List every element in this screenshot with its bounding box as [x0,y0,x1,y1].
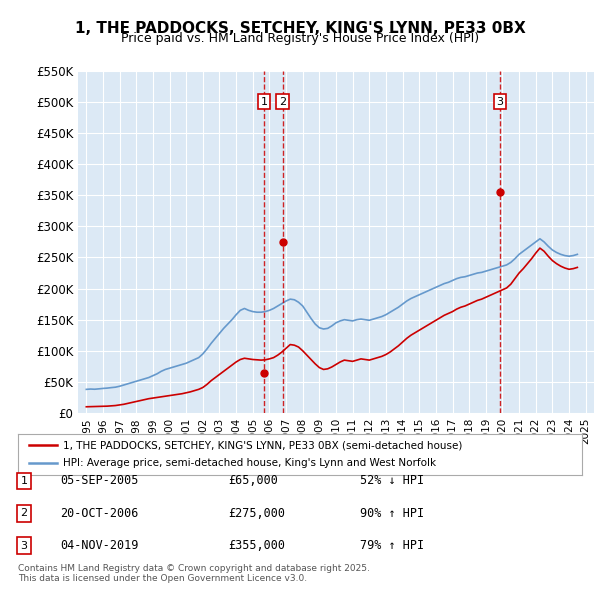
Text: 05-SEP-2005: 05-SEP-2005 [60,474,139,487]
Text: Price paid vs. HM Land Registry's House Price Index (HPI): Price paid vs. HM Land Registry's House … [121,32,479,45]
Text: £355,000: £355,000 [228,539,285,552]
Text: £275,000: £275,000 [228,507,285,520]
Text: HPI: Average price, semi-detached house, King's Lynn and West Norfolk: HPI: Average price, semi-detached house,… [63,458,436,468]
Text: 3: 3 [496,97,503,107]
Text: 79% ↑ HPI: 79% ↑ HPI [360,539,424,552]
Text: 04-NOV-2019: 04-NOV-2019 [60,539,139,552]
Text: 1, THE PADDOCKS, SETCHEY, KING'S LYNN, PE33 0BX (semi-detached house): 1, THE PADDOCKS, SETCHEY, KING'S LYNN, P… [63,440,463,450]
Text: 2: 2 [279,97,286,107]
Text: 1, THE PADDOCKS, SETCHEY, KING'S LYNN, PE33 0BX: 1, THE PADDOCKS, SETCHEY, KING'S LYNN, P… [74,21,526,35]
Text: 1: 1 [20,476,28,486]
Text: 3: 3 [20,541,28,550]
Text: 20-OCT-2006: 20-OCT-2006 [60,507,139,520]
Text: 52% ↓ HPI: 52% ↓ HPI [360,474,424,487]
Text: 90% ↑ HPI: 90% ↑ HPI [360,507,424,520]
Text: 1: 1 [260,97,268,107]
Text: 2: 2 [20,509,28,518]
Text: £65,000: £65,000 [228,474,278,487]
Text: Contains HM Land Registry data © Crown copyright and database right 2025.
This d: Contains HM Land Registry data © Crown c… [18,563,370,583]
